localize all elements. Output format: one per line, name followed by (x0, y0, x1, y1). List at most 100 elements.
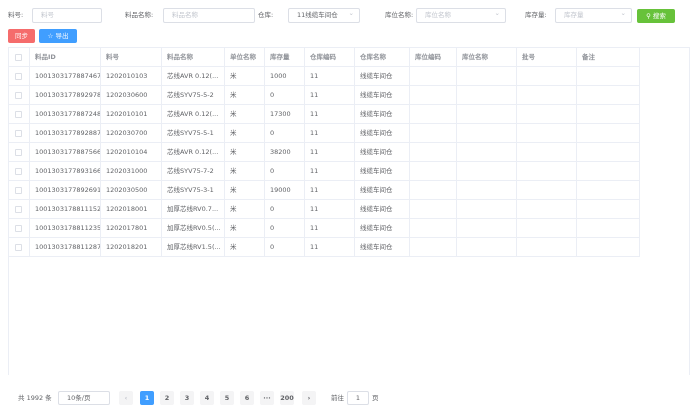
filter-label: 库位名称: (385, 11, 414, 19)
column-header: 料号 (101, 48, 162, 67)
table-cell (577, 200, 640, 219)
checkbox[interactable] (15, 244, 22, 251)
table-cell: 线缆车间仓 (355, 143, 410, 162)
column-header: 批号 (517, 48, 577, 67)
table-cell: 0 (265, 86, 305, 105)
table-cell: 1202030500 (101, 181, 162, 200)
table-cell: 米 (225, 105, 265, 124)
page-number[interactable]: 1 (140, 391, 154, 405)
checkbox[interactable] (15, 130, 22, 137)
checkbox[interactable] (15, 73, 22, 80)
page-number[interactable]: 2 (160, 391, 174, 405)
table-cell: 38200 (265, 143, 305, 162)
table-cell: 1202010103 (101, 67, 162, 86)
table-cell: 米 (225, 162, 265, 181)
table-cell: 1202030700 (101, 124, 162, 143)
page-number[interactable]: 4 (200, 391, 214, 405)
checkbox[interactable] (15, 206, 22, 213)
checkbox[interactable] (15, 149, 22, 156)
page-number[interactable]: 3 (180, 391, 194, 405)
text-input[interactable]: 库存量 ⌄ (555, 8, 632, 23)
column-header: 单位名称 (225, 48, 265, 67)
table-cell: 11 (305, 219, 355, 238)
checkbox[interactable] (15, 187, 22, 194)
table-cell: 11 (305, 105, 355, 124)
checkbox-cell (8, 219, 30, 238)
table-cell (517, 105, 577, 124)
table-cell: 线缆车间仓 (355, 219, 410, 238)
filter-label: 库存量: (525, 11, 547, 19)
page-number[interactable]: 6 (240, 391, 254, 405)
table-cell: 1000 (265, 67, 305, 86)
page-number[interactable]: 200 (280, 391, 294, 405)
table-cell (410, 219, 457, 238)
table-cell: 1202010101 (101, 105, 162, 124)
table-cell: 芯线AVR 0.12(... (162, 143, 225, 162)
column-header: 仓库编码 (305, 48, 355, 67)
table-cell (410, 200, 457, 219)
next-page[interactable]: › (302, 391, 316, 405)
column-header: 料品ID (30, 48, 101, 67)
page-number[interactable]: 5 (220, 391, 234, 405)
table-cell: 1001303178811287 (30, 238, 101, 257)
table-cell: 1001303177893166 (30, 162, 101, 181)
table-cell: 1001303177892978 (30, 86, 101, 105)
search-button[interactable]: ⚲ 搜索 (637, 9, 675, 23)
table-cell (517, 162, 577, 181)
total-count: 共 1992 条 (18, 394, 52, 402)
filter-label: 料品名称: (125, 11, 154, 19)
text-input[interactable]: 料号 (32, 8, 102, 23)
page-number[interactable]: ··· (260, 391, 274, 405)
table-cell: 加厚芯线RV0.7... (162, 200, 225, 219)
export-button[interactable]: ☆ 导出 (39, 29, 77, 43)
goto-input[interactable]: 1 (347, 391, 369, 405)
table-frame (8, 47, 690, 375)
checkbox[interactable] (15, 54, 22, 61)
table-cell: 1202010104 (101, 143, 162, 162)
table-cell: 11 (305, 124, 355, 143)
checkbox[interactable] (15, 225, 22, 232)
checkbox-cell (8, 105, 30, 124)
checkbox[interactable] (15, 111, 22, 118)
table-cell: 线缆车间仓 (355, 238, 410, 257)
checkbox[interactable] (15, 92, 22, 99)
checkbox-cell (8, 48, 30, 67)
table-cell (457, 200, 517, 219)
table-cell (410, 238, 457, 257)
table-cell: 线缆车间仓 (355, 105, 410, 124)
select[interactable]: 11线缆车间仓 ⌄ (288, 8, 360, 23)
table-cell: 0 (265, 124, 305, 143)
text-input[interactable]: 料品名称 (163, 8, 255, 23)
checkbox[interactable] (15, 168, 22, 175)
table-cell: 0 (265, 238, 305, 257)
table-cell (410, 105, 457, 124)
table-cell: 芯线AVR 0.12(... (162, 105, 225, 124)
table-cell: 芯线SYV75-5-2 (162, 86, 225, 105)
table-cell (577, 105, 640, 124)
table-cell: 1001303178811235 (30, 219, 101, 238)
text-input[interactable]: 库位名称 ⌄ (416, 8, 506, 23)
table-cell: 19000 (265, 181, 305, 200)
sync-button[interactable]: 同步 (8, 29, 35, 43)
table-cell (410, 67, 457, 86)
checkbox-cell (8, 86, 30, 105)
table-cell: 米 (225, 238, 265, 257)
table-cell: 加厚芯线RV0.5(... (162, 219, 225, 238)
table-cell: 芯线SYV75-5-1 (162, 124, 225, 143)
table-cell: 1202030600 (101, 86, 162, 105)
table-cell (410, 162, 457, 181)
table-cell (457, 219, 517, 238)
goto-label: 前往 (331, 394, 344, 402)
checkbox-cell (8, 124, 30, 143)
checkbox-cell (8, 238, 30, 257)
table-cell (457, 181, 517, 200)
table-cell (517, 67, 577, 86)
table-cell (457, 238, 517, 257)
table-cell (457, 86, 517, 105)
filter-label: 料号: (8, 11, 24, 19)
page-size-select[interactable]: 10条/页 (58, 391, 110, 405)
prev-page[interactable]: ‹ (119, 391, 133, 405)
table-cell: 1202018001 (101, 200, 162, 219)
table-cell (517, 238, 577, 257)
